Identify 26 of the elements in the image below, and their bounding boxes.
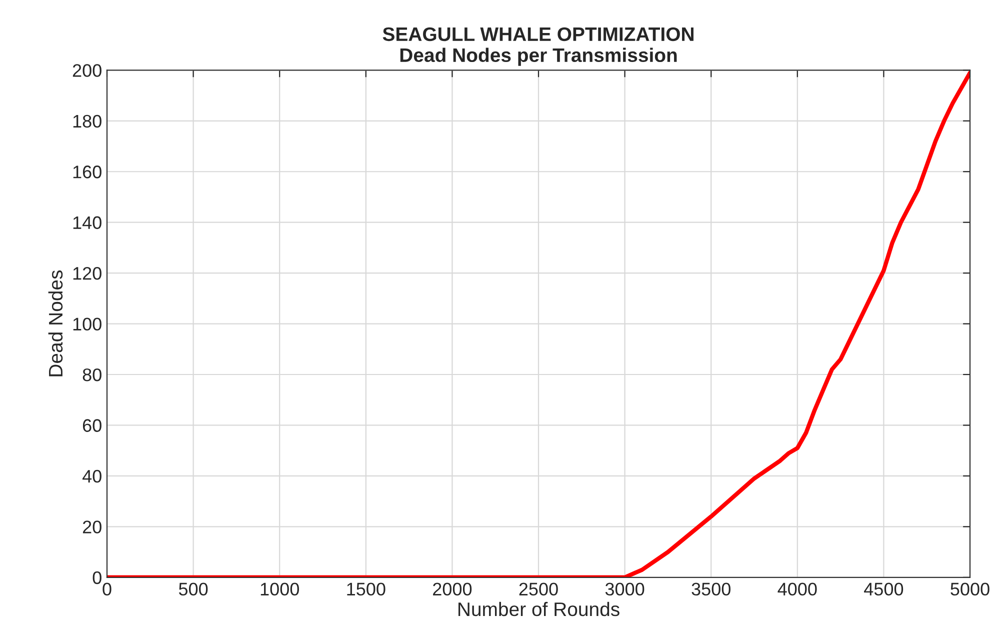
x-tick-label: 1500 [347,582,386,596]
x-tick-label: 0 [102,582,112,596]
y-tick-label: 200 [72,64,102,77]
line-series [107,70,970,578]
y-tick-label: 80 [82,368,102,382]
y-tick-label: 160 [73,166,102,178]
y-tick-label: 60 [82,419,102,432]
x-tick-label: 5000 [950,582,990,596]
y-tick-label: 180 [73,114,102,128]
x-tick-label: 3000 [605,582,644,596]
y-axis-title: Dead Nodes [48,270,63,376]
x-tick-label: 2000 [433,582,472,596]
y-tick-label: 0 [92,571,102,584]
y-tick-label: 120 [73,267,102,280]
x-tick-label: 4500 [864,582,904,596]
x-tick-label: 1000 [260,582,299,596]
chart-title: SEAGULL WHALE OPTIMIZATION Dead Nodes per Transmission [382,27,694,66]
y-tick-label: 20 [82,520,102,534]
y-tick-label: 100 [73,318,102,331]
x-axis-title: Number of Rounds [458,602,620,616]
y-tick-label: 40 [82,470,102,483]
x-tick-label: 2500 [519,582,558,596]
x-tick-label: 4000 [778,582,817,596]
y-tick-label: 140 [73,216,102,230]
x-tick-label: 500 [178,582,208,596]
x-tick-label: 3500 [692,582,730,596]
